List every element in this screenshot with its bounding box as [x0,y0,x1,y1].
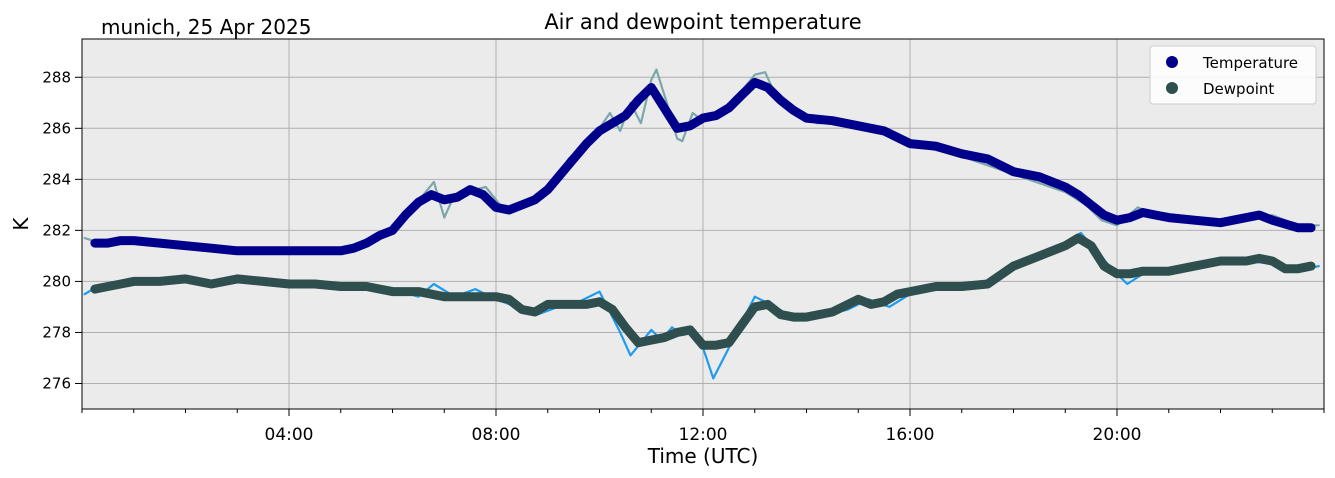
x-tick-label-3: 16:00 [886,425,935,445]
y-tick-label-1: 278 [42,323,71,341]
y-axis-label: K [9,217,33,231]
chart-subtitle: munich, 25 Apr 2025 [101,15,311,39]
legend-label-temperature: Temperature [1202,54,1298,72]
x-tick-label-1: 08:00 [472,425,521,445]
series-layer [83,68,1320,380]
legend-label-dewpoint: Dewpoint [1203,80,1274,98]
y-tick-label-2: 280 [42,272,71,290]
series-line-smoothed [90,233,1316,350]
x-tick-label-0: 04:00 [265,425,314,445]
legend-box [1149,45,1317,105]
y-tick-label-4: 284 [42,170,71,188]
chart-title: Air and dewpoint temperature [544,10,861,34]
series-line-smoothed [90,77,1316,256]
x-tick-label-2: 12:00 [679,425,728,445]
y-tick-label-3: 282 [42,221,71,239]
x-axis-label: Time (UTC) [647,444,759,468]
x-tick-label-4: 20:00 [1093,425,1142,445]
legend-marker-temperature [1166,56,1178,68]
y-tick-label-6: 288 [42,68,71,86]
legend: Temperature Dewpoint [1149,45,1317,105]
y-tick-label-5: 286 [42,119,71,137]
y-tick-label-0: 276 [42,374,71,392]
axes: 04:00 08:00 12:00 16:00 20:00 276 278 280 282 284… [42,68,1325,445]
legend-marker-dewpoint [1166,82,1178,94]
